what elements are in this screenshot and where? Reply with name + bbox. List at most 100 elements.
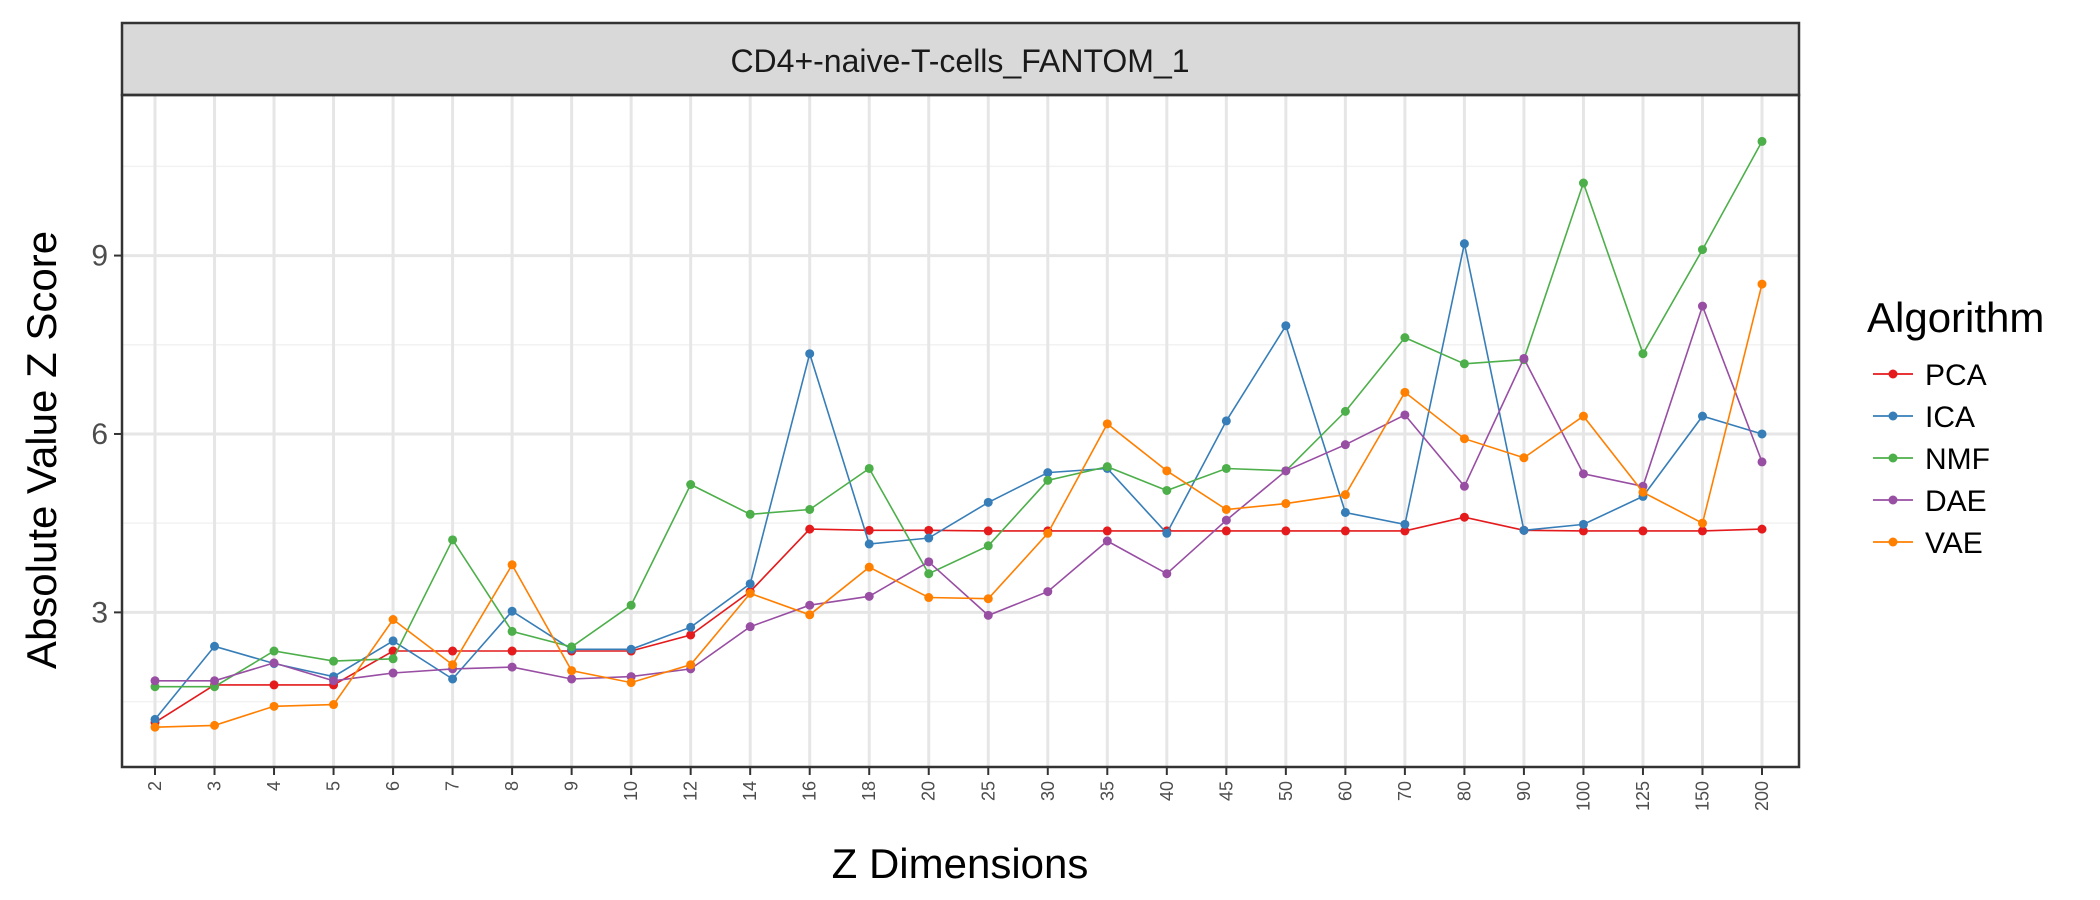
data-point-vae	[1578, 411, 1588, 421]
legend-label: PCA	[1925, 359, 1987, 392]
series-line-ica	[154, 243, 1763, 720]
y-axis: 3 6 9	[91, 240, 122, 629]
data-point-dae	[150, 676, 160, 686]
data-point-vae	[1162, 466, 1172, 476]
x-axis: 2 3 4 5 6 7 8 9 10 12 14 16 18 20 25 30 35 40 45 50 60 70 80 90…	[145, 767, 1772, 811]
data-point-vae	[745, 588, 755, 598]
legend-label: VAE	[1925, 527, 1983, 560]
data-point-nmf	[924, 569, 934, 579]
legend-item-vae: VAE	[1873, 527, 1983, 560]
data-point-nmf	[626, 600, 636, 610]
data-point-pca	[983, 526, 993, 536]
x-tick-label: 20	[919, 781, 939, 801]
data-point-vae	[150, 722, 160, 732]
data-point-ica	[1519, 525, 1529, 535]
data-point-ica	[983, 497, 993, 507]
series-line-nmf	[155, 141, 1763, 688]
data-point-ica	[1162, 528, 1172, 538]
data-point-pca	[1697, 526, 1707, 536]
x-tick-label: 3	[205, 781, 225, 791]
minor-gridlines	[122, 165, 1799, 703]
data-point-vae	[1459, 434, 1469, 444]
legend-title: Algorithm	[1867, 294, 2044, 341]
data-point-vae	[448, 660, 458, 670]
data-point-dae	[1221, 515, 1231, 525]
legend-label: NMF	[1925, 443, 1990, 476]
data-point-nmf	[448, 535, 458, 545]
data-point-nmf	[1162, 485, 1172, 495]
x-tick-label: 4	[264, 781, 284, 791]
data-point-nmf	[567, 642, 577, 652]
data-point-vae	[1519, 453, 1529, 463]
data-point-pca	[448, 646, 458, 656]
data-point-pca	[1757, 524, 1767, 534]
data-point-pca	[269, 680, 279, 690]
data-point-ica	[1340, 507, 1350, 517]
data-point-dae	[567, 674, 577, 684]
data-point-nmf	[329, 656, 339, 666]
data-point-dae	[1102, 536, 1112, 546]
x-tick-label: 12	[681, 781, 701, 801]
data-point-dae	[805, 600, 815, 610]
facet-title: CD4+-naive-T-cells_FANTOM_1	[730, 43, 1189, 79]
data-point-pca	[1102, 526, 1112, 536]
x-tick-label: 30	[1038, 781, 1058, 801]
data-point-pca	[1281, 526, 1291, 536]
series-layer	[150, 136, 1767, 732]
series-vae	[150, 279, 1767, 732]
data-point-pca	[864, 525, 874, 535]
data-point-nmf	[1578, 178, 1588, 188]
data-point-dae	[1459, 481, 1469, 491]
data-point-ica	[1400, 519, 1410, 529]
x-tick-label: 60	[1335, 781, 1355, 801]
data-point-nmf	[1400, 333, 1410, 343]
data-point-vae	[507, 560, 517, 570]
data-point-ica	[1221, 416, 1231, 426]
data-point-vae	[1221, 504, 1231, 514]
legend-label: ICA	[1925, 401, 1975, 434]
data-point-ica	[1697, 411, 1707, 421]
data-point-ica	[1578, 519, 1588, 529]
legend: Algorithm PCA ICA NMF DAE VAE	[1867, 294, 2044, 560]
data-point-vae	[924, 593, 934, 603]
x-tick-label: 25	[978, 781, 998, 801]
series-line-pca	[154, 516, 1763, 724]
data-point-nmf	[1221, 463, 1231, 473]
y-axis-title: Absolute Value Z Score	[18, 231, 65, 669]
data-point-dae	[388, 668, 398, 678]
data-point-ica	[1757, 429, 1767, 439]
x-tick-label: 35	[1097, 781, 1117, 801]
data-point-ica	[745, 579, 755, 589]
x-tick-label: 40	[1157, 781, 1177, 801]
x-tick-label: 45	[1216, 781, 1236, 801]
x-tick-label: 50	[1276, 781, 1296, 801]
major-gridlines	[122, 95, 1799, 767]
x-axis-title: Z Dimensions	[832, 840, 1089, 887]
data-point-nmf	[1340, 406, 1350, 416]
y-tick-label: 9	[91, 240, 108, 273]
data-point-nmf	[388, 654, 398, 664]
legend-key-point	[1888, 369, 1898, 379]
x-tick-label: 2	[145, 781, 165, 791]
data-point-nmf	[805, 504, 815, 514]
y-tick-label: 3	[91, 596, 108, 629]
data-point-dae	[1162, 569, 1172, 579]
data-point-dae	[864, 591, 874, 601]
data-point-vae	[1043, 528, 1053, 538]
data-point-ica	[864, 539, 874, 549]
data-point-nmf	[1638, 349, 1648, 359]
data-point-vae	[269, 701, 279, 711]
data-point-dae	[210, 676, 220, 686]
legend-key-point	[1888, 495, 1898, 505]
data-point-dae	[1340, 440, 1350, 450]
x-tick-label: 16	[800, 781, 820, 801]
data-point-nmf	[1043, 475, 1053, 485]
x-tick-label: 200	[1752, 781, 1772, 811]
data-point-ica	[150, 714, 160, 724]
data-point-pca	[1400, 526, 1410, 536]
data-point-nmf	[864, 463, 874, 473]
data-point-nmf	[686, 480, 696, 490]
data-point-pca	[686, 630, 696, 640]
x-tick-label: 150	[1692, 781, 1712, 811]
data-point-ica	[1459, 239, 1469, 249]
